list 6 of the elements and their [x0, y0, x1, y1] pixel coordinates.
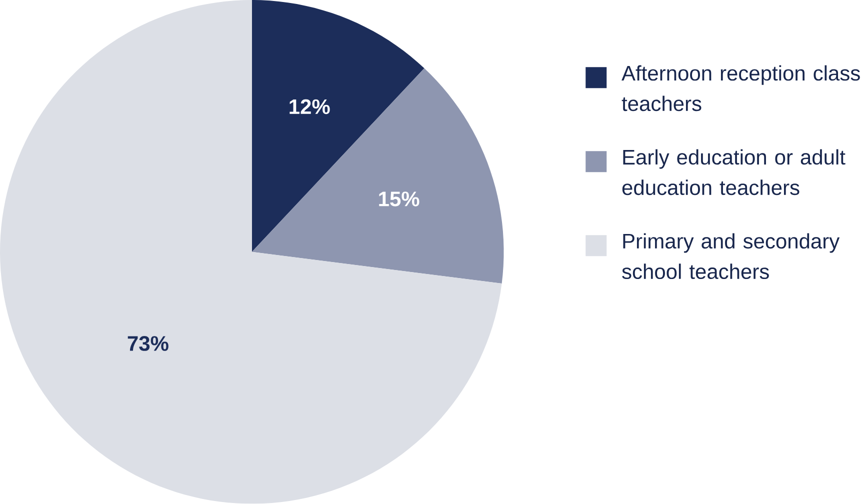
data-label: 73%: [128, 336, 168, 352]
legend-label: Early education or adult education teachers: [622, 149, 846, 196]
data-label: 15%: [379, 192, 420, 207]
legend-label: Primary and secondary school teachers: [622, 233, 840, 280]
data-label: 12%: [290, 99, 330, 114]
legend-label: Afternoon reception class teachers: [622, 65, 860, 112]
